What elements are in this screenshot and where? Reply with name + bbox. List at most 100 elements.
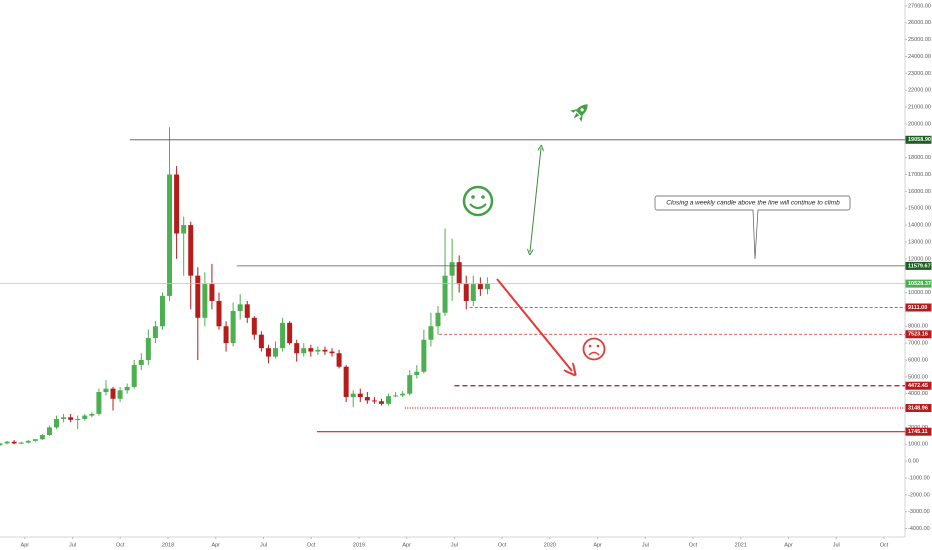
frown	[582, 337, 606, 361]
y-tick-label: 22000.00	[908, 88, 931, 94]
y-tick-label: 17000.00	[908, 172, 931, 178]
candle-body	[301, 348, 307, 354]
candle-body	[32, 439, 38, 441]
x-tick-label: Apr	[211, 542, 220, 548]
candle-body	[294, 343, 300, 354]
candle-body	[110, 388, 116, 399]
y-tick-label: -1000.00	[908, 475, 930, 481]
y-tick-label: -4000.00	[908, 526, 930, 532]
y-tick-label: 4000.00	[908, 391, 928, 397]
candle-body	[82, 415, 88, 419]
level-label: 4472.45	[908, 383, 928, 389]
candle-body	[350, 393, 356, 398]
candle-body	[195, 275, 201, 318]
level-label: 1745.11	[908, 429, 928, 435]
candle-body	[244, 304, 250, 318]
y-tick-label: -2000.00	[908, 492, 930, 498]
x-tick-label: Oct	[880, 542, 889, 548]
candle-body	[75, 418, 81, 420]
y-tick-label: 1000.00	[908, 442, 928, 448]
level-label: 7523.16	[908, 332, 928, 338]
x-tick-label: Jul	[260, 542, 267, 548]
candle-body	[188, 225, 194, 276]
candle-body	[103, 388, 109, 393]
y-tick-label: 5000.00	[908, 374, 928, 380]
y-tick-label: 16000.00	[908, 189, 931, 195]
y-tick-label: 8000.00	[908, 324, 928, 330]
x-tick-label: Jul	[642, 542, 649, 548]
y-tick-label: 7000.00	[908, 341, 928, 347]
candle-body	[61, 417, 67, 419]
candle-body	[265, 348, 271, 357]
y-tick-label: 20000.00	[908, 121, 931, 127]
x-tick-label: Oct	[689, 542, 698, 548]
x-tick-label: 2020	[544, 542, 556, 548]
candle-body	[181, 225, 187, 234]
x-tick-label: 2018	[162, 542, 174, 548]
x-tick-label: Jul	[69, 542, 76, 548]
candle-body	[336, 353, 342, 367]
x-tick-label: 2019	[353, 542, 365, 548]
candle-body	[223, 326, 229, 344]
candle-body	[378, 401, 384, 404]
candle-body	[329, 351, 335, 354]
y-tick-label: 6000.00	[908, 357, 928, 363]
candle-body	[216, 300, 222, 327]
candle-body	[138, 359, 144, 366]
x-tick-label: Apr	[593, 542, 602, 548]
y-tick-label: 27000.00	[908, 3, 931, 9]
y-tick-label: 26000.00	[908, 20, 931, 26]
y-tick-label: 23000.00	[908, 71, 931, 77]
candle-body	[18, 442, 24, 444]
candle-body	[117, 390, 123, 399]
y-tick-label: 25000.00	[908, 37, 931, 43]
y-tick-label: 18000.00	[908, 155, 931, 161]
candle-body	[449, 262, 455, 276]
candle-body	[357, 393, 363, 398]
callout-box	[654, 195, 851, 260]
y-tick-label: 0.00	[908, 459, 919, 465]
candle-body	[68, 417, 74, 420]
level-label: 3148.96	[908, 405, 928, 411]
candle-body	[280, 322, 286, 349]
candle-body	[39, 434, 45, 440]
x-tick-label: Oct	[498, 542, 507, 548]
candle-body	[159, 295, 165, 327]
candle-body	[435, 312, 441, 327]
level-label: 11579.67	[908, 263, 931, 269]
candle-body	[209, 284, 215, 301]
candle-body	[25, 440, 31, 443]
plot: 27000.00 26000.00 25000.00 24000.00 23000.00…	[0, 3, 931, 548]
candle-body	[343, 366, 349, 398]
x-tick-label: Oct	[116, 542, 125, 548]
x-tick-label: Apr	[784, 542, 793, 548]
level-box	[905, 404, 932, 413]
down-arrow	[496, 278, 572, 371]
candle-body	[407, 375, 413, 394]
candle-body	[456, 262, 462, 285]
candle-body	[4, 441, 10, 444]
candle-body	[46, 427, 52, 435]
y-tick-label: 14000.00	[908, 223, 931, 229]
candle-body	[421, 339, 427, 372]
candle-body	[470, 284, 476, 301]
candle-body	[258, 334, 264, 349]
candle-body	[287, 322, 293, 344]
x-tick-label: Jul	[833, 542, 840, 548]
candle-body	[145, 338, 151, 360]
candle-body	[484, 283, 490, 290]
level-box	[905, 135, 932, 144]
rocket	[570, 104, 588, 122]
y-tick-label: 24000.00	[908, 54, 931, 60]
y-tick-label: 13000.00	[908, 239, 931, 245]
y-tick-label: 12000.00	[908, 256, 931, 262]
up-arrow	[530, 148, 541, 252]
candle-body	[273, 348, 279, 357]
callout: Closing a weekly candle above the line w…	[654, 195, 851, 260]
level-label: 10528.37	[908, 281, 931, 287]
candle-body	[414, 371, 420, 376]
y-tick-label: -3000.00	[908, 509, 930, 515]
x-tick-label: Jul	[451, 542, 458, 548]
y-tick-label: 10000.00	[908, 290, 931, 296]
